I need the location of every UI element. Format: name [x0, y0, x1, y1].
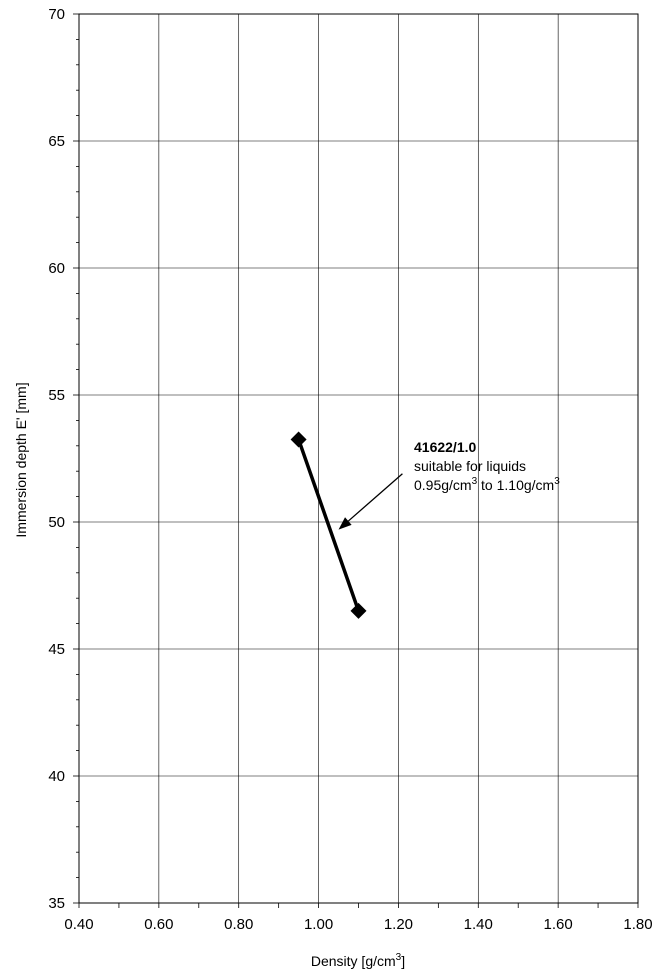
y-tick-label: 65 [48, 133, 65, 150]
plot-frame [78, 13, 639, 904]
y-tick-label: 60 [48, 260, 65, 277]
x-tick-label: 1.40 [464, 916, 493, 933]
annotation-line3: 0.95g/cm3 to 1.10g/cm3 [414, 476, 560, 493]
annotation-title: 41622/1.0 [414, 439, 476, 455]
x-tick-label: 0.80 [224, 916, 253, 933]
x-tick-label: 1.00 [304, 916, 333, 933]
annotation-arrow [347, 473, 403, 522]
y-tick-label: 55 [48, 387, 65, 404]
x-tick-label: 1.60 [544, 916, 573, 933]
x-axis-title: Density [g/cm3] [311, 952, 405, 969]
y-axis-title: Immersion depth E' [mm] [13, 382, 29, 537]
x-tick-label: 1.80 [623, 916, 652, 933]
y-tick-label: 70 [48, 6, 65, 23]
x-tick-labels: 0.40 0.60 0.80 1.00 1.20 1.40 1.60 1.80 [64, 916, 652, 933]
series-layer [290, 431, 367, 619]
y-tick-labels: 35 40 45 50 55 60 65 70 [48, 6, 65, 912]
minor-ticks [73, 13, 639, 908]
data-point-marker [350, 602, 367, 619]
grid [78, 13, 639, 904]
y-tick-label: 50 [48, 514, 65, 531]
annotation: 41622/1.0 suitable for liquids 0.95g/cm3… [338, 439, 560, 530]
x-tick-label: 0.40 [64, 916, 93, 933]
y-tick-label: 35 [48, 895, 65, 912]
annotation-arrow-head [338, 517, 352, 530]
x-tick-label: 0.60 [144, 916, 173, 933]
annotation-line2: suitable for liquids [414, 458, 526, 474]
y-tick-label: 45 [48, 641, 65, 658]
x-tick-label: 1.20 [384, 916, 413, 933]
series-line [296, 437, 361, 613]
y-tick-label: 40 [48, 768, 65, 785]
data-point-marker [290, 431, 307, 448]
